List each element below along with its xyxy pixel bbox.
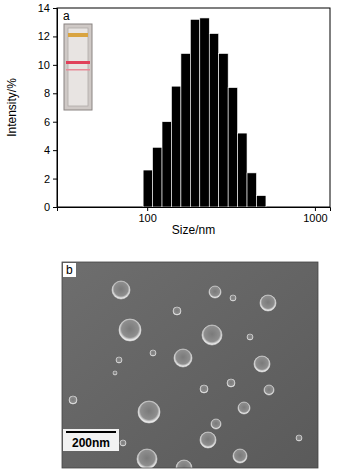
particle: [69, 396, 77, 404]
panel-label-box: [63, 263, 76, 277]
y-tick-mark: [53, 36, 57, 37]
y-tick-mark: [53, 93, 57, 94]
inset-photo: [64, 24, 92, 110]
bar: [247, 173, 256, 207]
y-tick-mark: [53, 207, 57, 208]
x-tick-label: 100: [138, 212, 156, 224]
particle: [254, 356, 270, 372]
x-tick: 1000: [303, 207, 327, 224]
y-tick-mark: [53, 8, 57, 9]
y-tick: 14: [38, 2, 57, 14]
particle: [116, 357, 122, 363]
x-axis-line: [58, 208, 331, 212]
bar: [219, 53, 228, 207]
particle: [174, 349, 192, 367]
y-tick-label: 10: [38, 59, 50, 71]
bar: [143, 170, 152, 207]
particle: [200, 432, 216, 448]
y-tick-label: 14: [38, 2, 50, 14]
particle: [200, 385, 208, 393]
particle: [296, 435, 302, 441]
y-axis-line: [53, 9, 58, 208]
bar: [238, 133, 247, 207]
particle: [120, 440, 126, 446]
particle: [173, 307, 181, 315]
y-tick: 12: [38, 30, 57, 42]
sem-frame: [62, 262, 318, 468]
particle: [230, 295, 236, 301]
y-tick-label: 12: [38, 30, 50, 42]
particle: [247, 334, 253, 340]
y-tick-label: 2: [44, 173, 50, 185]
particle: [112, 281, 130, 299]
bar: [228, 88, 237, 207]
bar: [256, 196, 265, 207]
plot-frame: [57, 8, 330, 207]
y-tick-mark: [53, 122, 57, 123]
bar: [171, 86, 180, 207]
scale-bar-label: 200nm: [72, 436, 110, 450]
bar: [162, 122, 171, 207]
bars: [143, 18, 266, 207]
sem-image: [62, 262, 318, 468]
bar: [200, 18, 209, 207]
meniscus: [68, 33, 88, 37]
laser-beam: [66, 61, 90, 64]
scale-bar-line: [66, 431, 116, 433]
particle: [209, 286, 221, 298]
y-tick: 8: [44, 87, 57, 99]
particle: [238, 402, 250, 414]
bar: [190, 19, 199, 207]
cuvette: [68, 28, 88, 106]
y-tick: 6: [44, 116, 57, 128]
x-tick-mark: [147, 207, 148, 211]
sem-background: [62, 262, 318, 468]
particle: [150, 350, 156, 356]
inset-background: [64, 24, 92, 110]
particle: [264, 385, 274, 395]
panel-label: a: [63, 9, 70, 23]
y-tick-label: 8: [44, 87, 50, 99]
particle: [137, 449, 157, 468]
panel-label: b: [66, 263, 73, 277]
figure: 0 2 4 6 8 10 12 14 100 1000 Size/nm Intensity/% a b 20…: [0, 0, 337, 473]
particle: [113, 371, 117, 375]
particle: [176, 460, 192, 468]
y-tick-mark: [53, 179, 57, 180]
y-tick-label: 6: [44, 116, 50, 128]
y-tick-mark: [53, 150, 57, 151]
particle: [233, 449, 247, 463]
y-axis: 0 2 4 6 8 10 12 14: [38, 2, 58, 213]
y-tick: 0: [44, 201, 57, 213]
x-axis: 100 1000: [58, 207, 331, 224]
y-axis-title: Intensity/%: [5, 78, 19, 137]
laser-reflection: [66, 69, 90, 71]
y-tick: 10: [38, 59, 57, 71]
particle: [260, 295, 276, 311]
bar: [181, 53, 190, 207]
bar: [209, 34, 218, 207]
particle: [227, 379, 235, 387]
scale-bar: 200nm: [63, 429, 119, 451]
particle: [119, 319, 141, 341]
x-tick-label: 1000: [303, 212, 327, 224]
particle: [202, 325, 222, 345]
y-tick-label: 4: [44, 144, 50, 156]
x-tick-mark: [315, 207, 316, 211]
x-axis-title: Size/nm: [172, 223, 215, 237]
particle: [211, 419, 221, 429]
y-tick: 2: [44, 173, 57, 185]
y-tick-mark: [53, 65, 57, 66]
bar: [153, 147, 162, 207]
scale-bar-box: [63, 429, 119, 451]
particle: [138, 401, 160, 423]
x-tick: 100: [138, 207, 156, 224]
y-tick: 4: [44, 144, 57, 156]
y-tick-label: 0: [44, 201, 50, 213]
